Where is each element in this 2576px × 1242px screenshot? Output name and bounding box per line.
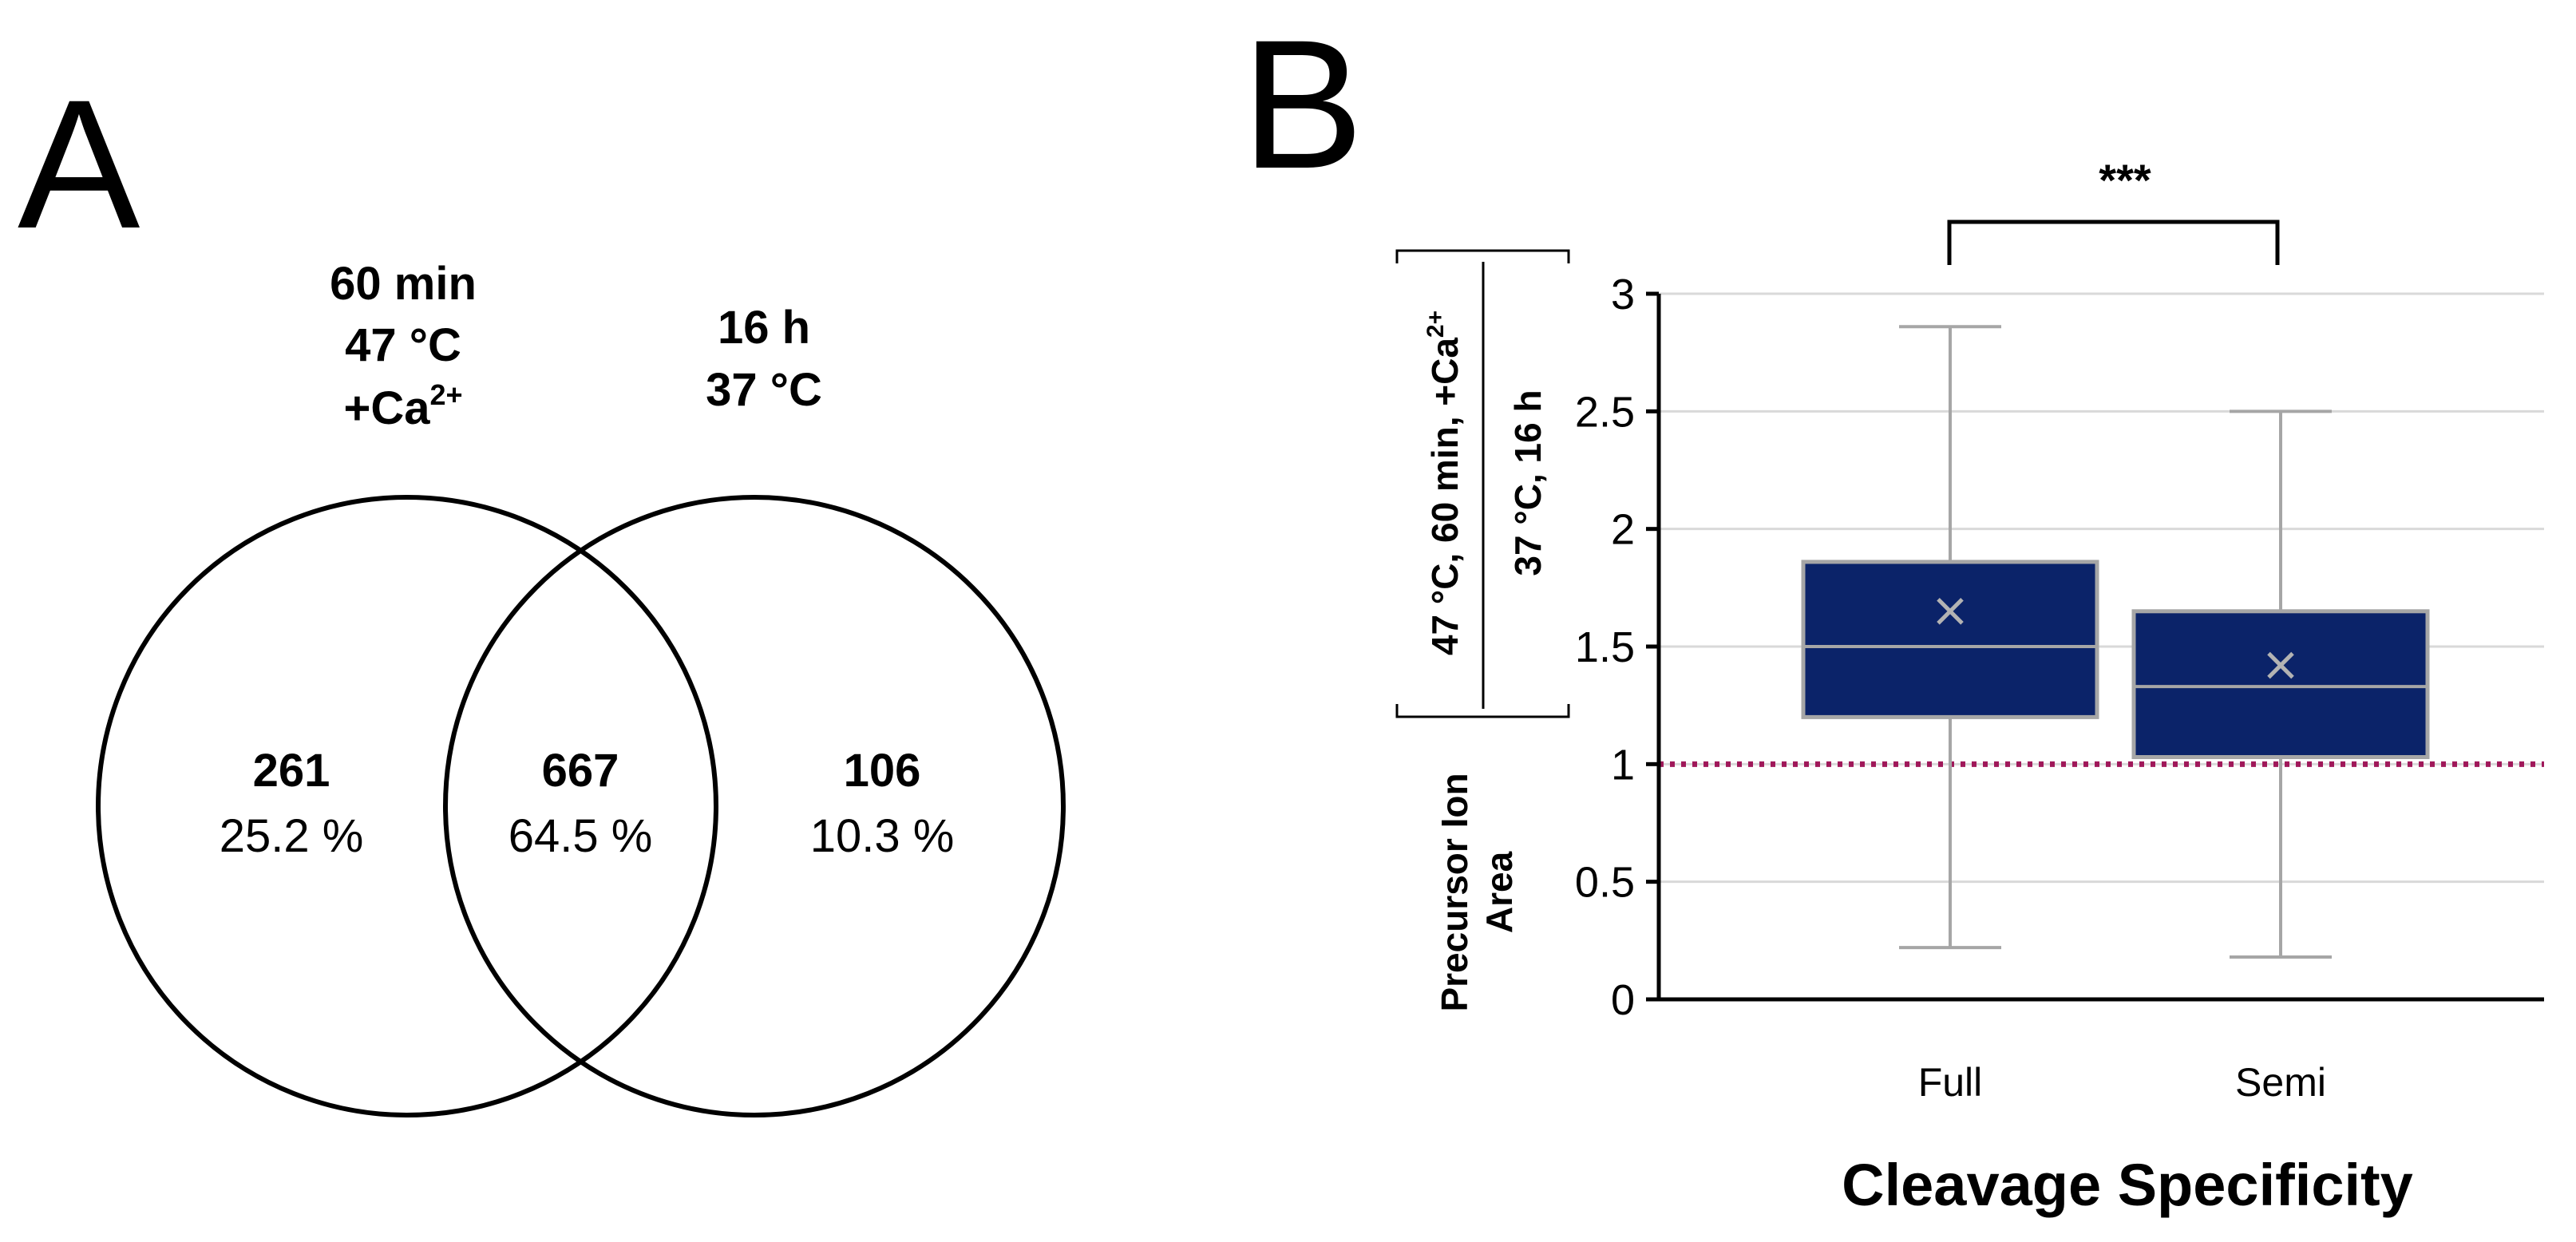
venn-circle-right bbox=[443, 495, 1066, 1117]
region-right-count: 106 bbox=[844, 745, 921, 797]
y-tick-label: 3 bbox=[1611, 271, 1635, 318]
region-overlap-count: 667 bbox=[542, 745, 619, 797]
ylabel-line2: Area bbox=[1478, 851, 1520, 933]
y-tick-label: 2 bbox=[1611, 506, 1635, 554]
set1-title-line3-sup: 2+ bbox=[429, 378, 462, 411]
region-overlap-percent: 64.5 % bbox=[508, 810, 653, 862]
region-left-percent: 25.2 % bbox=[220, 810, 364, 862]
mean-marker bbox=[2267, 651, 2294, 679]
ylabel-line1: Precursor Ion bbox=[1434, 773, 1475, 1011]
ratio-bracket-top bbox=[1395, 249, 1570, 263]
set2-title-line1: 16 h bbox=[718, 302, 810, 354]
boxes bbox=[1801, 325, 2430, 959]
x-category-label: Semi bbox=[2235, 1060, 2326, 1105]
venn-region-right: 106 10.3 % bbox=[810, 745, 955, 862]
ratio-numerator-base: 47 °C, 60 min, +Ca bbox=[1424, 338, 1466, 655]
set1-title-line3: +Ca2+ bbox=[343, 378, 462, 434]
venn-set1-title: 60 min 47 °C +Ca2+ bbox=[330, 258, 477, 434]
iqr-box bbox=[2131, 609, 2430, 759]
set2-title-line2: 37 °C bbox=[706, 364, 822, 416]
ratio-numerator: 47 °C, 60 min, +Ca2+ bbox=[1423, 310, 1466, 655]
venn-set2-title: 16 h 37 °C bbox=[706, 302, 822, 416]
significance-stars: *** bbox=[2099, 155, 2151, 205]
y-axis-label: 47 °C, 60 min, +Ca2+ 37 °C, 16 h Precurs… bbox=[1395, 249, 1570, 1012]
significance-bracket bbox=[1947, 220, 2280, 265]
significance-annotation: *** bbox=[1947, 155, 2280, 265]
gridlines bbox=[1659, 292, 2544, 884]
set1-title-line3-base: +Ca bbox=[343, 382, 430, 434]
panel-b-label: B bbox=[1241, 2, 1363, 207]
mean-marker-stroke bbox=[2267, 651, 2294, 679]
y-tick-label: 0 bbox=[1611, 976, 1635, 1024]
region-right-percent: 10.3 % bbox=[810, 810, 955, 862]
y-tick-label: 1 bbox=[1611, 741, 1635, 789]
x-axis-categories: Full Semi bbox=[1918, 1060, 2326, 1105]
y-tick-label: 2.5 bbox=[1575, 388, 1635, 436]
mean-marker bbox=[1937, 598, 1964, 625]
venn-region-overlap: 667 64.5 % bbox=[508, 745, 653, 862]
iqr-box bbox=[1801, 560, 2099, 719]
set1-title-line1: 60 min bbox=[330, 258, 477, 310]
y-tick-label: 0.5 bbox=[1575, 859, 1635, 907]
box-semi bbox=[2131, 409, 2430, 959]
ratio-numerator-sup: 2+ bbox=[1423, 310, 1449, 338]
y-axis-ticks: 0 0.5 1 1.5 2 2.5 3 bbox=[1575, 271, 1659, 1024]
panel-a-label: A bbox=[18, 61, 140, 267]
x-category-label: Full bbox=[1918, 1060, 1983, 1105]
ratio-bracket-bottom bbox=[1395, 704, 1570, 718]
ratio-denominator: 37 °C, 16 h bbox=[1507, 390, 1549, 576]
y-tick-label: 1.5 bbox=[1575, 623, 1635, 671]
set1-title-line2: 47 °C bbox=[345, 319, 461, 371]
region-left-count: 261 bbox=[253, 745, 330, 797]
mean-marker-stroke bbox=[1937, 598, 1964, 625]
venn-circle-left bbox=[96, 495, 718, 1117]
x-axis-title: Cleavage Specificity bbox=[1842, 1152, 2413, 1218]
box-full bbox=[1801, 325, 2099, 950]
venn-region-left: 261 25.2 % bbox=[220, 745, 364, 862]
